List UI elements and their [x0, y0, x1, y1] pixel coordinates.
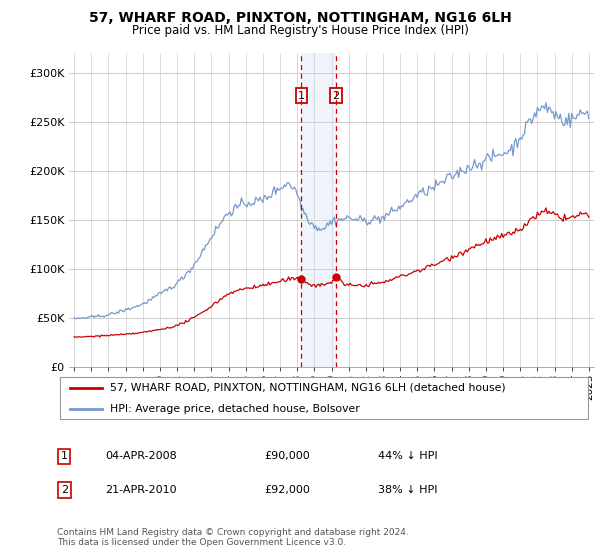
Text: 44% ↓ HPI: 44% ↓ HPI	[378, 451, 437, 461]
FancyBboxPatch shape	[59, 377, 589, 419]
Text: £90,000: £90,000	[264, 451, 310, 461]
Text: 2: 2	[61, 485, 68, 495]
Text: 1: 1	[298, 91, 305, 101]
Text: Price paid vs. HM Land Registry's House Price Index (HPI): Price paid vs. HM Land Registry's House …	[131, 24, 469, 36]
Text: HPI: Average price, detached house, Bolsover: HPI: Average price, detached house, Bols…	[110, 404, 360, 414]
Text: Contains HM Land Registry data © Crown copyright and database right 2024.
This d: Contains HM Land Registry data © Crown c…	[57, 528, 409, 547]
Bar	[301, 53, 336, 367]
Text: 21-APR-2010: 21-APR-2010	[105, 485, 176, 495]
Text: 38% ↓ HPI: 38% ↓ HPI	[378, 485, 437, 495]
Text: 57, WHARF ROAD, PINXTON, NOTTINGHAM, NG16 6LH: 57, WHARF ROAD, PINXTON, NOTTINGHAM, NG1…	[89, 11, 511, 25]
Text: 57, WHARF ROAD, PINXTON, NOTTINGHAM, NG16 6LH (detached house): 57, WHARF ROAD, PINXTON, NOTTINGHAM, NG1…	[110, 382, 506, 393]
Text: 1: 1	[61, 451, 68, 461]
Text: 04-APR-2008: 04-APR-2008	[105, 451, 177, 461]
Text: 2: 2	[332, 91, 340, 101]
Text: £92,000: £92,000	[264, 485, 310, 495]
